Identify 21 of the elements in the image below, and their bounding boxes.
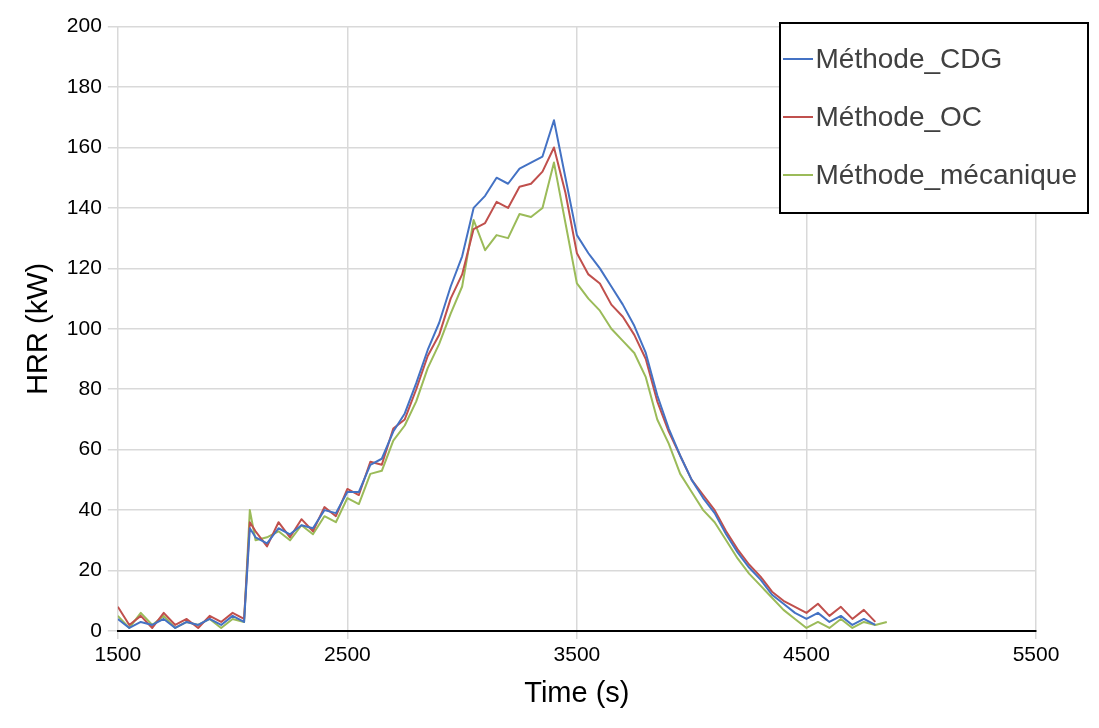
y-tick-label: 160 <box>66 134 102 158</box>
x-axis-title: Time (s) <box>524 675 630 708</box>
y-tick-label: 200 <box>66 13 102 37</box>
y-tick-label: 0 <box>90 617 102 641</box>
y-tick-label: 140 <box>66 194 102 218</box>
legend-label: Méthode_mécanique <box>815 159 1077 191</box>
x-tick-label: 1500 <box>94 642 142 666</box>
y-tick-label: 100 <box>66 315 102 339</box>
y-tick-label: 180 <box>66 73 102 97</box>
y-tick-label: 80 <box>78 376 102 400</box>
x-tick-label: 3500 <box>553 642 601 666</box>
x-tick-label: 4500 <box>783 642 830 666</box>
y-tick-label: 60 <box>78 436 102 460</box>
x-tick-label: 2500 <box>324 642 371 666</box>
y-tick-label: 20 <box>78 557 102 581</box>
legend-label: Méthode_OC <box>815 101 983 133</box>
x-tick-label: 5500 <box>1012 642 1060 666</box>
legend-label: Méthode_CDG <box>815 43 1003 75</box>
y-axis-title: HRR (kW) <box>21 262 54 395</box>
y-tick-label: 40 <box>78 496 102 520</box>
y-tick-label: 120 <box>66 255 102 279</box>
